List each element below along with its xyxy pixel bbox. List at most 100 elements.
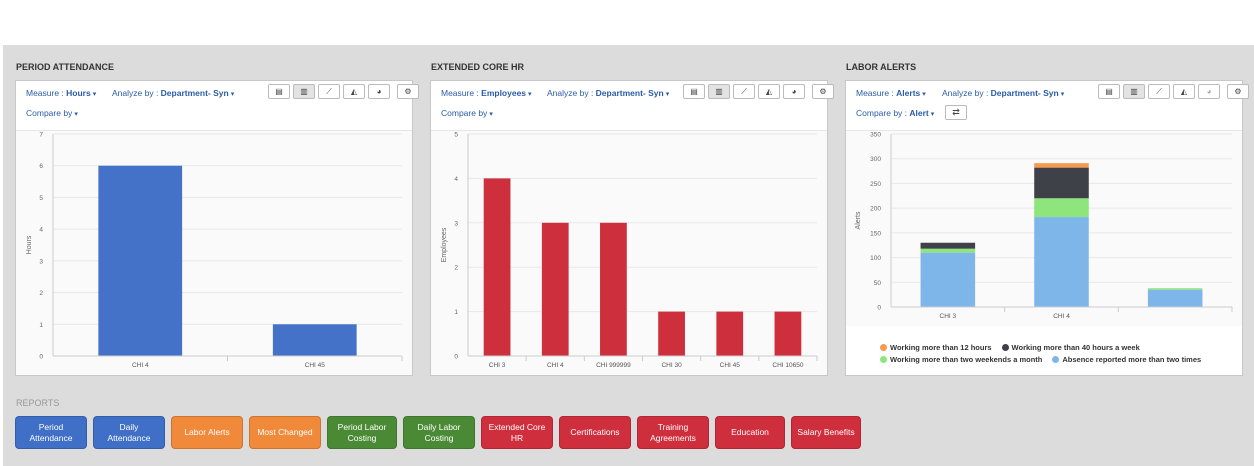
report-button[interactable]: Certifications [559,416,631,449]
y-tick-label: 250 [870,181,881,188]
legend-dot [1001,344,1009,351]
y-tick-label: 1 [454,309,458,316]
bar[interactable] [658,311,685,356]
analyze-dropdown[interactable]: Analyze by : Department- Syn ▾ [547,88,669,98]
compare-label: Compare by : [856,108,910,118]
legend-dot [1052,356,1060,363]
y-tick-label: 0 [454,354,458,361]
measure-dropdown[interactable]: Measure : Hours ▾ [26,88,96,98]
report-button[interactable]: Extended Core HR [481,416,553,449]
caret-down-icon: ▾ [930,111,935,118]
report-button[interactable]: Labor Alerts [171,416,243,449]
bar[interactable] [483,178,511,356]
y-tick-label: 1 [39,322,43,329]
line-chart-icon[interactable]: ⟋ [1148,84,1170,99]
measure-dropdown[interactable]: Measure : Alerts ▾ [856,88,926,98]
settings-icon[interactable]: ⚙ [397,84,419,99]
report-button[interactable]: Most Changed [249,416,321,449]
settings-icon[interactable]: ⚙ [1227,84,1249,99]
bar[interactable] [541,222,569,356]
labor-alerts-chart: 0 50 100 150 200 250 300 350 Alerts CHI 3 CHI 4 [846,130,1242,326]
bar-chart-icon[interactable]: ▥ [293,84,315,99]
report-button[interactable]: Period Attendance [15,416,87,449]
caret-down-icon: ▾ [230,91,235,98]
y-tick-label: 5 [39,195,43,202]
x-tick-label: CHI 45 [305,362,326,369]
settings-icon[interactable]: ⚙ [812,84,834,99]
swap-icon[interactable]: ⇄ [945,105,967,120]
y-tick-label: 3 [454,220,458,227]
x-tick-label: CHI 10650 [772,362,803,369]
y-tick-label: 50 [874,280,882,287]
bar-chart-icon[interactable]: ▥ [1123,84,1145,99]
bar-segment[interactable] [1147,289,1203,307]
bar-chart-icon[interactable]: ▥ [708,84,730,99]
analyze-dropdown[interactable]: Analyze by : Department- Syn ▾ [942,88,1064,98]
measure-value: Hours [66,88,91,98]
legend-item[interactable]: Working more than two weekends a month [880,355,1042,364]
line-chart-icon[interactable]: ⟋ [733,84,755,99]
y-axis-label: Hours [26,235,33,254]
y-tick-label: 150 [870,230,881,237]
export-icon[interactable]: ▤ [268,84,290,99]
bar-segment[interactable] [920,242,976,249]
line-chart-icon[interactable]: ⟋ [318,84,340,99]
x-tick-label: CHI 4 [1053,313,1070,320]
measure-dropdown[interactable]: Measure : Employees ▾ [441,88,532,98]
report-button[interactable]: Salary Benefits [791,416,861,449]
bar-segment[interactable] [1034,198,1089,218]
caret-down-icon: ▾ [665,91,670,98]
panel-title-labor-alerts: LABOR ALERTS [846,62,917,72]
report-button[interactable]: Daily Attendance [93,416,165,449]
compare-dropdown[interactable]: Compare by ▾ [26,108,78,118]
bar-segment[interactable] [1034,163,1089,168]
bar[interactable] [600,222,627,356]
caret-down-icon: ▾ [528,91,532,98]
y-tick-label: 350 [870,132,881,139]
y-tick-label: 0 [877,305,881,312]
panel-title-extended-core-hr: EXTENDED CORE HR [431,62,525,72]
area-chart-icon[interactable]: ◭ [343,84,365,99]
bar[interactable] [98,165,183,356]
legend-item[interactable]: Working more than 12 hours [880,343,992,352]
report-button[interactable]: Education [715,416,785,449]
bar-segment[interactable] [920,248,976,253]
pie-chart-icon[interactable]: ◕ [1198,84,1220,99]
bar-segment[interactable] [920,252,976,307]
bar-segment[interactable] [1034,167,1089,199]
legend-item[interactable]: Working more than 40 hours a week [1001,343,1140,352]
compare-label: Compare by [26,108,73,118]
y-axis-label: Employees [441,227,448,262]
period-attendance-panel: Measure : Hours ▾ Analyze by : Department… [15,80,419,376]
caret-down-icon: ▾ [1060,91,1065,98]
x-tick-label: CHI 999999 [596,362,631,369]
bar[interactable] [716,311,744,356]
report-button[interactable]: Training Agreements [637,416,709,449]
analyze-value: Department- Syn [595,88,664,98]
area-chart-icon[interactable]: ◭ [1173,84,1195,99]
x-tick-label: CHI 3 [489,362,506,369]
compare-label: Compare by [441,108,488,118]
x-tick-label: CHI 3 [940,313,957,320]
export-icon[interactable]: ▤ [683,84,705,99]
export-icon[interactable]: ▤ [1098,84,1120,99]
compare-dropdown[interactable]: Compare by : Alert ▾ [856,108,934,118]
extended-core-hr-chart: 0 1 2 3 4 5 Employees CHI 3 CHI 4 CHI 999999 CHI 3… [431,130,827,375]
bar-segment[interactable] [1034,217,1089,307]
analyze-dropdown[interactable]: Analyze by : Department- Syn ▾ [112,88,234,98]
bar[interactable] [774,311,802,356]
bar-segment[interactable] [1147,288,1203,290]
y-tick-label: 6 [39,163,43,170]
bar[interactable] [272,324,357,356]
measure-label: Measure : [856,88,897,98]
pie-chart-icon[interactable]: ◕ [783,84,805,99]
y-tick-label: 300 [870,156,881,163]
y-tick-label: 2 [39,290,43,297]
report-button[interactable]: Daily Labor Costing [403,416,475,449]
legend-item[interactable]: Absence reported more than two times [1052,355,1201,364]
report-button[interactable]: Period Labor Costing [327,416,397,449]
analyze-value: Department- Syn [990,88,1059,98]
pie-chart-icon[interactable]: ◕ [368,84,390,99]
area-chart-icon[interactable]: ◭ [758,84,780,99]
compare-dropdown[interactable]: Compare by ▾ [441,108,493,118]
